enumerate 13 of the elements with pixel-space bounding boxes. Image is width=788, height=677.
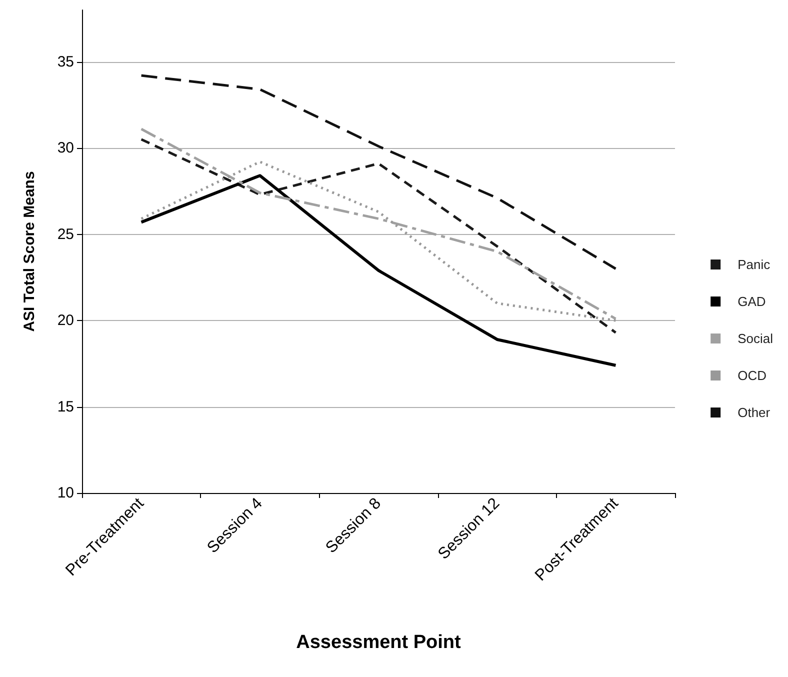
y-tick-label: 35 (57, 53, 74, 70)
y-tick-label: 10 (57, 484, 74, 502)
y-tick-label: 30 (57, 140, 74, 156)
legend-label: GAD (738, 294, 766, 309)
legend-label: Other (738, 405, 771, 420)
legend-label: OCD (738, 368, 766, 383)
y-axis-title: ASI Total Score Means (21, 171, 38, 332)
y-tick-label: 15 (57, 398, 74, 416)
legend-label: Social (738, 331, 774, 346)
legend-label: Panic (738, 257, 771, 272)
y-tick-label: 25 (57, 226, 74, 243)
y-tick-label: 20 (57, 312, 74, 329)
x-axis-title: Assessment Point (296, 632, 462, 653)
